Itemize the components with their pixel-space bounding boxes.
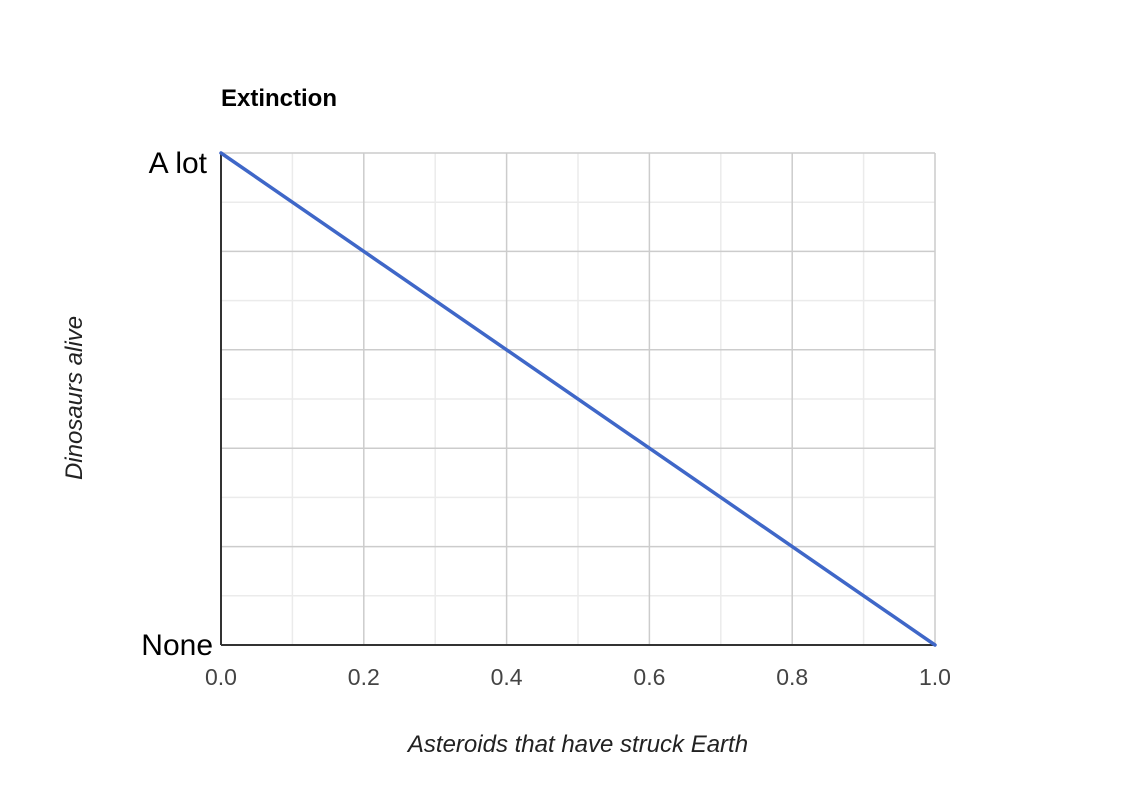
x-tick-label: 0.4 [491,664,523,690]
chart-title: Extinction [221,85,337,112]
y-tick-label: A lot [149,147,208,180]
tick-labels: 0.0 0.2 0.4 0.6 0.8 1.0 None A lot [141,147,951,690]
axes [220,153,935,646]
x-tick-label: 0.6 [633,664,665,690]
series-layer [219,151,937,647]
x-tick-label: 0.8 [776,664,808,690]
grid [221,152,936,645]
x-axis-title: Asteroids that have struck Earth [406,731,748,758]
series-line [219,151,937,647]
y-tick-label: None [141,629,213,662]
x-tick-label: 1.0 [919,664,951,690]
x-tick-label: 0.2 [348,664,380,690]
y-axis-title: Dinosaurs alive [61,316,88,480]
x-tick-label: 0.0 [205,664,237,690]
